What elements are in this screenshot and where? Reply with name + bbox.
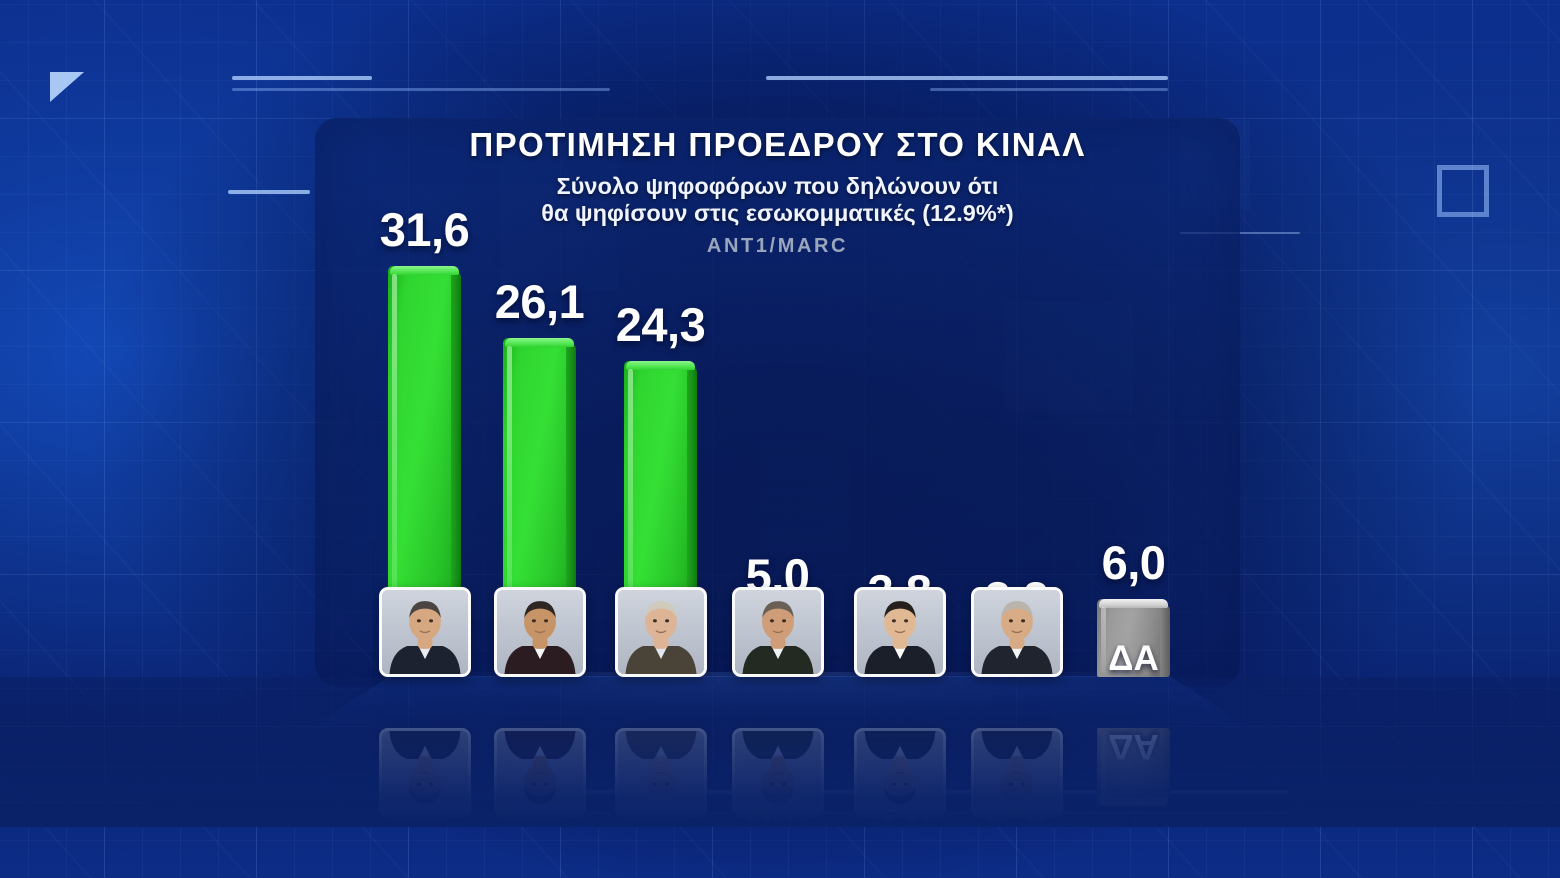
bar-highlight <box>628 369 633 673</box>
bar-top-face <box>505 338 574 347</box>
bar-group-5[interactable]: 3,8 <box>853 565 946 677</box>
deco-line-top-3 <box>766 76 1168 80</box>
bar-value-label-7: 6,0 <box>1101 536 1166 589</box>
bar-top-face <box>626 361 695 370</box>
triangle-icon <box>50 72 84 102</box>
deco-line-mid-2 <box>1180 232 1300 234</box>
deco-line-mid-1 <box>228 190 310 194</box>
bar-value-label-3: 24,3 <box>615 298 706 351</box>
chart-header: ΠΡΟΤΙΜΗΣΗ ΠΡΟΕΔΡΟΥ ΣΤΟ ΚΙΝΑΛ Σύνολο ψηφο… <box>315 126 1240 258</box>
bar-side-face <box>1159 605 1170 677</box>
bar-group-6[interactable]: 3,2 <box>970 572 1063 677</box>
bar-group-1[interactable]: 31,6 <box>378 203 471 677</box>
deco-line-top-4 <box>930 88 1168 91</box>
bar-group-2[interactable]: 26,1 <box>493 275 586 677</box>
bar-front-face <box>1097 599 1160 677</box>
bar-top-face <box>390 266 459 275</box>
bar-group-4[interactable]: 5,0 <box>731 549 824 677</box>
page-title: ΠΡΟΤΙΜΗΣΗ ΠΡΟΕΔΡΟΥ ΣΤΟ ΚΙΝΑΛ <box>469 126 1086 163</box>
bar-group-7[interactable]: 6,0 ΔΑ <box>1097 536 1170 678</box>
bar-highlight <box>392 274 397 673</box>
candidate-photo-4[interactable] <box>731 587 824 677</box>
candidate-photo-1[interactable] <box>378 587 471 677</box>
bar-top-face <box>1099 599 1168 608</box>
deco-line-top-2 <box>232 88 610 91</box>
candidate-photo-6[interactable] <box>970 587 1063 677</box>
bar-highlight <box>507 346 512 673</box>
candidate-photo-2[interactable] <box>493 587 586 677</box>
candidate-photo-5[interactable] <box>853 587 946 677</box>
bar-side-face <box>686 367 697 677</box>
bar-value-label-2: 26,1 <box>494 275 585 328</box>
deco-line-top-1 <box>232 76 372 80</box>
subtitle-line-2: θα ψηφίσουν στις εσωκομματικές (12.9%*) <box>541 200 1014 227</box>
bar-no-answer[interactable] <box>1097 599 1170 677</box>
bar-side-face <box>565 344 576 677</box>
source-label: ANT1/MARC <box>706 234 849 257</box>
bar-highlight <box>1101 607 1106 673</box>
chart-subtitle: Σύνολο ψηφοφόρων που δηλώνουν ότι θα ψηφ… <box>315 173 1240 228</box>
bar-side-face <box>450 272 461 677</box>
square-outline-icon <box>1437 165 1489 217</box>
bar-group-3[interactable]: 24,3 <box>614 298 707 677</box>
category-label-no-answer: ΔΑ <box>1108 639 1159 678</box>
candidate-photo-3[interactable] <box>614 587 707 677</box>
subtitle-line-1: Σύνολο ψηφοφόρων που δηλώνουν ότι <box>556 173 999 199</box>
bar-value-label-1: 31,6 <box>379 203 470 256</box>
